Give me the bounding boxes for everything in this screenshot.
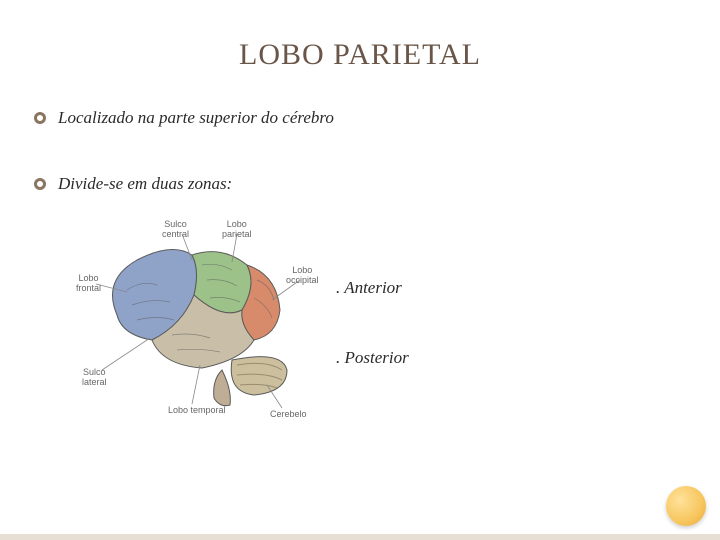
brain-label-cerebelo: Cerebelo [270,410,307,420]
zone-posterior: . Posterior [336,348,409,368]
brain-label-lobo-occipital: Lobooccipital [286,266,319,286]
bottom-border [0,534,720,540]
bullet-text: Localizado na parte superior do cérebro [58,108,334,128]
bullet-icon [34,112,46,124]
brain-label-lobo-parietal: Loboparietal [222,220,252,240]
brain-label-lobo-frontal: Lobofrontal [76,274,101,294]
zone-label: . Posterior [336,348,409,368]
accent-circle [666,486,706,526]
bullet-text: Divide-se em duas zonas: [58,174,232,194]
brain-label-sulco-lateral: Sulcolateral [82,368,107,388]
brain-label-sulco-central: Sulcocentral [162,220,189,240]
zone-anterior: . Anterior [336,278,402,298]
bullet-item: Divide-se em duas zonas: [34,174,232,194]
bullet-item: Localizado na parte superior do cérebro [34,108,334,128]
brain-svg [82,220,322,430]
zone-label: . Anterior [336,278,402,298]
bullet-icon [34,178,46,190]
page-title: LOBO PARIETAL [0,38,720,72]
brain-diagram: Sulcocentral Loboparietal Lobofrontal Lo… [82,220,322,430]
brain-label-lobo-temporal: Lobo temporal [168,406,226,416]
